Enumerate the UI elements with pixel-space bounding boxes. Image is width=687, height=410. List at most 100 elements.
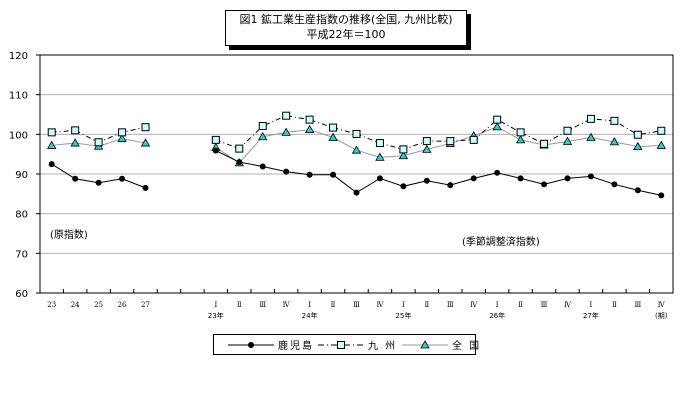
circle-marker xyxy=(447,182,454,189)
circle-marker xyxy=(330,171,337,178)
gridlines xyxy=(40,94,673,254)
triangle-marker xyxy=(328,132,338,141)
square-marker xyxy=(47,128,56,137)
triangle-marker xyxy=(656,140,666,149)
triangle-marker xyxy=(375,152,385,161)
triangle-marker xyxy=(422,144,432,153)
triangle-marker xyxy=(562,136,573,145)
chart-title: 図1 鉱工業生産指数の推移(全国, 九州比較) xyxy=(239,13,453,26)
x-tick-label: 26 xyxy=(118,301,127,309)
y-tick-label: 90 xyxy=(15,170,28,181)
square-marker xyxy=(94,138,103,147)
y-tick-label: 60 xyxy=(15,289,28,300)
x-tick-label: Ⅳ xyxy=(658,301,666,309)
triangle-marker xyxy=(47,140,57,149)
square-marker xyxy=(118,128,127,137)
x-tick-label: Ⅲ xyxy=(634,301,641,309)
circle-marker xyxy=(541,181,548,188)
circle-marker xyxy=(587,173,594,180)
square-marker xyxy=(422,137,431,146)
x-tick-label: 25 xyxy=(94,301,103,309)
x-tick-label: Ⅰ xyxy=(402,301,405,309)
square-marker xyxy=(540,139,549,148)
circle-marker xyxy=(212,147,219,154)
x-tick-label: Ⅰ xyxy=(590,301,593,309)
circle-marker xyxy=(48,161,55,168)
triangle-marker xyxy=(304,124,315,133)
series-1 xyxy=(47,111,666,154)
square-marker xyxy=(469,135,478,144)
x-tick-label: Ⅱ xyxy=(424,301,429,309)
series-line xyxy=(215,126,662,164)
y-tick-label: 100 xyxy=(9,130,28,141)
square-marker xyxy=(610,116,619,125)
y-tick-label: 80 xyxy=(15,210,28,221)
square-marker xyxy=(235,144,244,153)
square-marker xyxy=(282,111,291,120)
y-tick-label: 70 xyxy=(15,249,28,260)
square-marker xyxy=(633,130,642,139)
triangle-marker xyxy=(140,138,151,147)
seasonally-adjusted-label: (季節調整済指数) xyxy=(462,235,540,248)
x-tick-label: Ⅰ xyxy=(496,301,499,309)
circle-marker xyxy=(634,187,641,194)
circle-marker xyxy=(423,177,430,184)
annual-index-label: (原指数) xyxy=(50,228,88,241)
x-tick-label: Ⅳ xyxy=(283,301,291,309)
square-marker xyxy=(71,126,80,135)
x-tick-label: Ⅲ xyxy=(353,301,360,309)
year-label: 27年 xyxy=(583,311,599,320)
legend-label: 九 州 xyxy=(368,341,398,352)
square-marker xyxy=(563,126,572,135)
square-marker xyxy=(141,123,150,132)
year-label: 25年 xyxy=(395,311,411,320)
year-label: 23年 xyxy=(208,311,224,320)
chart-title-box: 図1 鉱工業生産指数の推移(全国, 九州比較) 平成22年＝100 xyxy=(225,10,467,46)
series-line xyxy=(215,150,662,196)
series-0 xyxy=(48,147,665,199)
square-marker xyxy=(329,123,338,132)
triangle-marker xyxy=(351,145,362,154)
square-marker xyxy=(446,137,455,146)
legend-label: 鹿児島 xyxy=(278,341,314,352)
legend-item-national: 全 国 xyxy=(402,338,481,352)
x-tick-label: 27 xyxy=(141,301,150,309)
x-tick-label: Ⅱ xyxy=(331,301,336,309)
line-chart: 60 70 80 90 100 110 120 23 24 25 26 27 Ⅰ Ⅱ Ⅲ Ⅳ Ⅰ Ⅱ Ⅲ Ⅳ Ⅰ Ⅱ Ⅲ Ⅳ… xyxy=(9,51,674,320)
square-marker xyxy=(493,115,502,124)
circle-marker xyxy=(400,183,407,190)
square-marker xyxy=(399,145,408,154)
circle-marker xyxy=(142,184,149,191)
square-marker xyxy=(211,135,220,144)
triangle-marker xyxy=(281,127,291,136)
x-tick-label: Ⅲ xyxy=(259,301,266,309)
circle-marker xyxy=(283,168,290,175)
series-2 xyxy=(47,121,666,167)
year-label: 26年 xyxy=(489,311,505,320)
triangle-marker xyxy=(258,131,268,141)
data-series xyxy=(47,111,666,199)
year-label: 24年 xyxy=(302,311,318,320)
triangle-marker xyxy=(70,138,80,147)
x-tick-label: Ⅲ xyxy=(541,301,548,309)
square-marker xyxy=(258,122,267,131)
circle-marker xyxy=(494,169,501,176)
y-axis-ticks: 60 70 80 90 100 110 120 xyxy=(9,51,40,300)
circle-marker xyxy=(470,175,477,182)
x-tick-label: 24 xyxy=(71,301,80,309)
square-marker xyxy=(516,128,525,137)
year-label: (期) xyxy=(655,312,668,320)
circle-marker xyxy=(259,163,266,170)
square-marker xyxy=(305,115,314,124)
y-tick-label: 110 xyxy=(9,91,28,102)
circle-marker xyxy=(658,192,665,199)
x-axis-ticks: 23 24 25 26 27 Ⅰ Ⅱ Ⅲ Ⅳ Ⅰ Ⅱ Ⅲ Ⅳ Ⅰ Ⅱ Ⅲ Ⅳ Ⅰ Ⅱ Ⅲ Ⅳ Ⅰ Ⅱ Ⅲ Ⅳ 23年 24年 25年 2… xyxy=(47,289,668,320)
hollow-square-icon xyxy=(318,340,364,349)
circle-marker xyxy=(119,175,126,182)
x-tick-label: Ⅰ xyxy=(214,301,217,309)
legend-item-kyushu: 九 州 xyxy=(318,338,398,352)
square-marker xyxy=(375,139,384,148)
triangle-marker xyxy=(515,135,526,144)
circle-marker xyxy=(95,179,102,186)
triangle-icon xyxy=(402,339,448,348)
